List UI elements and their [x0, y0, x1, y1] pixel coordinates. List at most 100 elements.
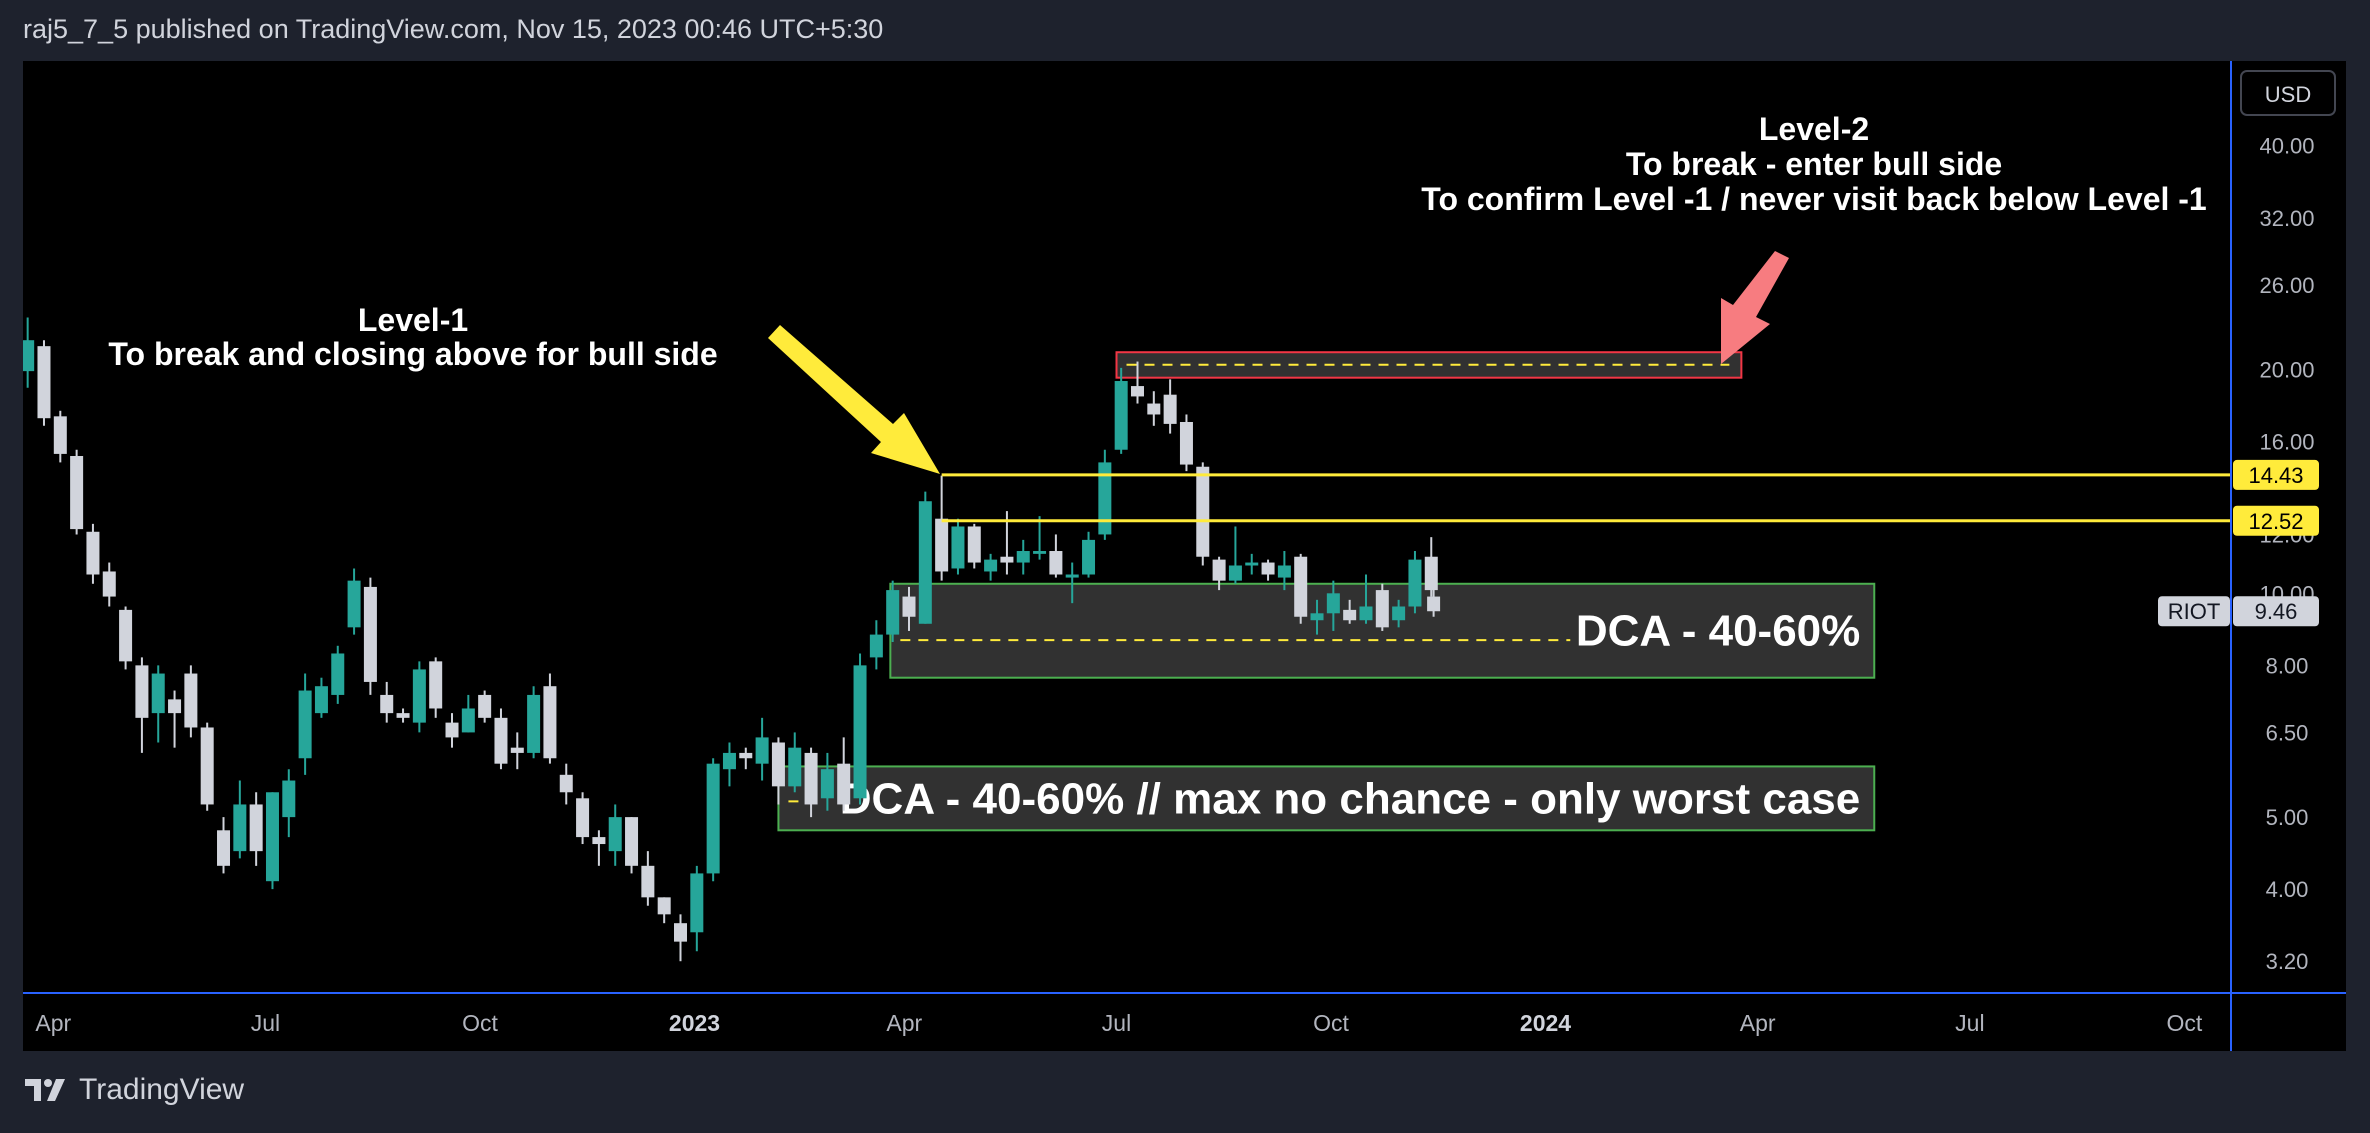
candle-body [168, 699, 182, 714]
levels-layer [941, 473, 2231, 523]
candle-body [1310, 613, 1324, 621]
candle-body [102, 571, 116, 597]
candle-body [331, 653, 345, 695]
candle-body [771, 742, 785, 787]
candle-body [657, 897, 671, 915]
currency-button[interactable]: USD [2240, 70, 2336, 116]
candle-body [233, 804, 247, 852]
candle-body [217, 830, 231, 866]
candle-body [1065, 574, 1079, 578]
candle-body [1147, 403, 1161, 415]
y-tick-label: 4.00 [2266, 877, 2309, 902]
level2-annotation-line: To confirm Level -1 / never visit back b… [1421, 181, 2206, 217]
candle-body [1424, 556, 1438, 591]
candle-body [1375, 590, 1389, 628]
candle-body [592, 837, 606, 845]
candle-body [1392, 606, 1406, 621]
candle-body [853, 665, 867, 799]
candle-body [282, 780, 296, 818]
price-chart[interactable]: DCA - 40-60% DCA - 40-60% // max no chanc… [21, 61, 2346, 1051]
y-tick-label: 26.00 [2259, 273, 2314, 298]
x-tick-label: Jul [1955, 1010, 1984, 1036]
price-tag [2233, 505, 2319, 536]
candle-body [1033, 551, 1047, 554]
candle-body [886, 590, 900, 635]
candle-body [151, 673, 165, 714]
candles-layer [21, 317, 1441, 962]
chart-area[interactable]: DCA - 40-60% DCA - 40-60% // max no chanc… [21, 61, 2346, 1051]
candle-body [37, 346, 51, 419]
y-tick-label: 5.00 [2266, 805, 2309, 830]
candle-body [722, 752, 736, 770]
zone-box [1115, 351, 1743, 379]
brand-name: TradingView [79, 1073, 245, 1106]
zone-box [777, 765, 1876, 832]
level2-annotation-line: Level-2 [1759, 111, 1869, 147]
candle-body [804, 752, 818, 805]
candle-body [543, 686, 557, 759]
x-tick-label: 2024 [1520, 1010, 1571, 1036]
candle-body [445, 722, 459, 738]
candle-body [200, 727, 214, 805]
candle-body [1277, 565, 1291, 578]
candle-body [184, 673, 198, 728]
candle-body [1130, 386, 1144, 397]
candle-body [1212, 559, 1226, 581]
x-tick-label: Oct [2166, 1010, 2202, 1036]
x-tick-label: 2023 [669, 1010, 720, 1036]
candle-body [869, 634, 883, 658]
candle-body [935, 518, 949, 572]
zones-layer: DCA - 40-60% DCA - 40-60% // max no chanc… [777, 351, 1876, 832]
y-tick-label: 8.00 [2266, 653, 2309, 678]
red-arrow-icon [1721, 251, 1789, 364]
y-tick-label: 16.00 [2259, 430, 2314, 455]
zone-label: DCA - 40-60% // max no chance - only wor… [840, 774, 1861, 823]
candle-body [967, 526, 981, 563]
tradingview-logo-icon [25, 1079, 65, 1101]
time-axis[interactable]: Apr Jul Oct 2023 Apr Jul Oct 2024 Apr Jul Oct [35, 1010, 2202, 1036]
candle-body [674, 923, 688, 942]
candle-body [527, 694, 541, 753]
level2-annotation-line: To break - enter bull side [1626, 146, 2002, 182]
candle-body [380, 694, 394, 714]
candle-body [559, 774, 573, 793]
candle-body [641, 865, 655, 898]
candle-body [119, 609, 133, 662]
candle-body [1294, 556, 1308, 617]
candle-body [70, 456, 84, 530]
candle-body [1343, 609, 1357, 621]
candle-body [265, 792, 279, 882]
zone-label: DCA - 40-60% [1576, 607, 1860, 656]
y-tick-label: 3.20 [2266, 949, 2309, 974]
symbol-tag [2158, 596, 2230, 627]
last-price-label: 9.46 [2255, 599, 2298, 624]
candle-body [625, 817, 639, 866]
x-tick-label: Apr [35, 1010, 71, 1036]
y-tick-label: 40.00 [2259, 134, 2314, 159]
candle-body [314, 686, 328, 714]
price-tag-label: 12.52 [2248, 509, 2303, 534]
candle-body [837, 763, 851, 805]
candle-body [820, 769, 834, 799]
candle-body [918, 501, 932, 624]
footer-brand[interactable]: TradingView [23, 1073, 244, 1107]
candle-body [1098, 462, 1112, 535]
candle-body [1114, 381, 1128, 450]
candle-body [86, 531, 100, 575]
symbol-tag-label: RIOT [2168, 599, 2221, 624]
x-tick-label: Jul [1102, 1010, 1131, 1036]
candle-body [429, 661, 443, 709]
candle-body [706, 763, 720, 874]
candle-body [347, 580, 361, 628]
candle-body [1228, 565, 1242, 581]
currency-button-label: USD [2265, 82, 2311, 107]
candle-body [249, 804, 263, 852]
candle-body [494, 717, 508, 764]
candle-body [1016, 551, 1030, 563]
candle-body [396, 713, 410, 718]
candle-body [1408, 559, 1422, 607]
candle-body [1359, 606, 1373, 621]
candle-body [1082, 539, 1096, 575]
candle-body [951, 526, 965, 569]
price-axis[interactable]: 40.0032.0026.0020.0016.0012.0010.008.006… [2158, 134, 2319, 975]
